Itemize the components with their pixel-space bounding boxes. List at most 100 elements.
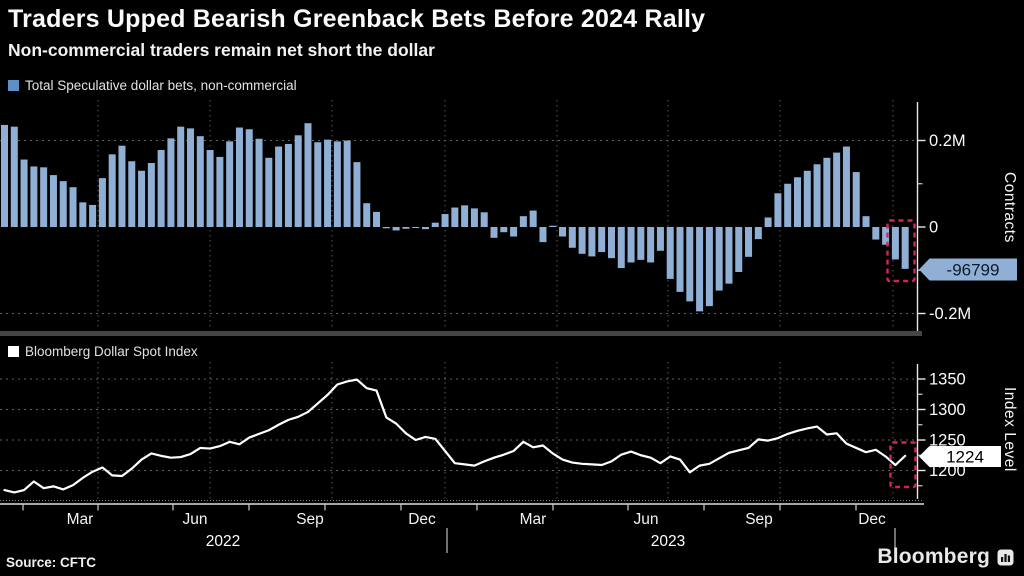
bar-week-33 — [324, 139, 332, 227]
bar-week-92 — [901, 227, 909, 269]
bar-week-21 — [206, 150, 214, 227]
bar-week-42 — [412, 227, 420, 228]
bar-week-35 — [343, 140, 351, 227]
panel-separator — [0, 331, 922, 336]
bar-week-28 — [275, 146, 283, 227]
x-month-label: Jun — [634, 511, 659, 528]
line-series-group — [3, 378, 907, 494]
bar-week-62 — [607, 227, 615, 259]
bar-week-10 — [98, 178, 106, 227]
bar-week-16 — [157, 150, 165, 227]
bar-week-24 — [235, 127, 243, 227]
bar-week-61 — [598, 227, 606, 253]
bar-week-59 — [578, 227, 586, 254]
x-year-label: 2022 — [206, 533, 240, 550]
bar-week-81 — [793, 177, 801, 227]
page-subtitle: Non-commercial traders remain net short … — [8, 40, 435, 60]
bar-week-2 — [20, 159, 28, 227]
bar-week-82 — [803, 170, 811, 227]
bar-week-44 — [431, 222, 439, 227]
bar-week-29 — [284, 143, 292, 227]
bar-week-57 — [559, 227, 567, 237]
y-axis-title-contracts: Contracts — [1001, 172, 1018, 243]
x-month-label: Sep — [745, 511, 773, 528]
bar-week-76 — [745, 227, 753, 257]
bar-week-52 — [510, 227, 518, 237]
callout-label-index: 1224 — [946, 448, 984, 467]
bar-week-48 — [470, 208, 478, 227]
bar-week-3 — [30, 166, 38, 227]
bar-week-46 — [451, 207, 459, 227]
legend-speculative-bets: Total Speculative dollar bets, non-comme… — [8, 78, 297, 93]
bar-week-60 — [588, 227, 596, 257]
x-month-label: Mar — [67, 511, 94, 528]
y-tick-label: 0 — [929, 219, 938, 237]
bar-week-13 — [128, 161, 136, 227]
y-tick-label: 1250 — [929, 432, 966, 450]
bar-week-74 — [725, 227, 733, 284]
bar-week-25 — [245, 129, 253, 227]
brand-wordmark: Bloomberg — [877, 545, 990, 568]
bar-week-12 — [118, 145, 126, 227]
bar-week-69 — [676, 227, 684, 292]
bar-week-68 — [666, 227, 674, 279]
page-title: Traders Upped Bearish Greenback Bets Bef… — [8, 5, 706, 33]
highlight-box-line — [889, 441, 917, 489]
x-month-label: Dec — [408, 511, 436, 528]
bar-week-5 — [49, 175, 57, 227]
y-tick-label: 0.2M — [929, 132, 966, 150]
highlight-box-bars — [886, 219, 916, 283]
bar-week-1 — [10, 126, 18, 227]
bar-week-27 — [265, 157, 273, 227]
x-year-label: 2023 — [651, 533, 685, 550]
bar-week-84 — [823, 157, 831, 227]
brand-logo: Bloomberg — [877, 545, 1014, 569]
bar-week-63 — [617, 227, 625, 269]
bar-week-83 — [813, 164, 821, 227]
bar-week-64 — [627, 227, 635, 263]
bar-week-86 — [842, 146, 850, 227]
callout-badge-bets — [919, 258, 1017, 281]
bar-week-20 — [196, 136, 204, 227]
bar-week-43 — [421, 227, 429, 230]
y-tick-label: 1300 — [929, 401, 966, 419]
bar-week-40 — [392, 227, 400, 231]
legend-label-bets: Total Speculative dollar bets, non-comme… — [25, 78, 297, 93]
y-axis-title-index-level: Index Level — [1001, 387, 1018, 472]
bar-week-66 — [647, 227, 655, 263]
bar-week-4 — [40, 167, 48, 227]
bar-week-71 — [696, 227, 704, 312]
bar-week-49 — [480, 212, 488, 227]
index-line — [3, 378, 907, 494]
bar-week-87 — [852, 172, 860, 227]
bar-week-8 — [79, 202, 87, 227]
bar-week-7 — [69, 187, 77, 227]
bar-week-34 — [333, 141, 341, 227]
bar-week-79 — [774, 193, 782, 227]
bar-week-47 — [461, 205, 469, 227]
bar-week-15 — [147, 162, 155, 227]
x-month-label: Sep — [296, 511, 324, 528]
bar-week-23 — [226, 141, 234, 227]
bar-week-11 — [108, 154, 116, 227]
source-note: Source: CFTC — [6, 555, 97, 570]
bar-week-90 — [882, 227, 890, 245]
bar-week-78 — [764, 217, 772, 227]
bar-week-89 — [872, 227, 880, 240]
bar-week-85 — [833, 152, 841, 227]
bar-week-18 — [177, 126, 185, 227]
bar-week-77 — [754, 227, 762, 240]
legend-label-index: Bloomberg Dollar Spot Index — [25, 344, 198, 359]
bar-week-17 — [167, 138, 175, 227]
bar-week-41 — [402, 227, 410, 229]
callout-badge-index — [919, 446, 1001, 467]
bar-week-9 — [89, 204, 97, 227]
bar-week-65 — [637, 227, 645, 260]
bar-week-72 — [705, 227, 713, 307]
callout-label-bets: -96799 — [947, 261, 1000, 280]
bar-week-91 — [891, 227, 899, 260]
bar-week-30 — [294, 135, 302, 227]
bar-week-75 — [735, 227, 743, 272]
